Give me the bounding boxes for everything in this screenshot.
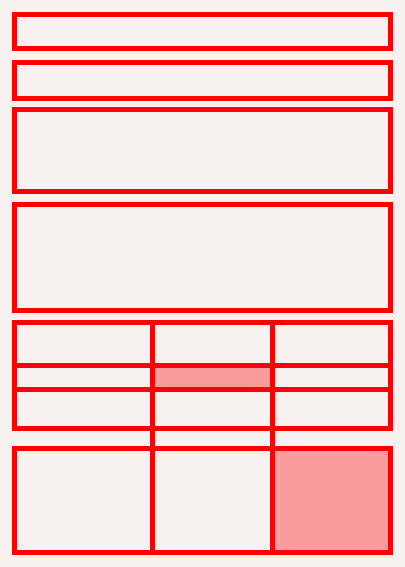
grid-column-divider-1-top [150,320,155,431]
panel-1 [12,12,393,51]
grid-column-divider-2-gap [270,431,275,447]
grid-top-block [12,320,393,431]
grid-column-divider-1-bottom [150,446,155,555]
grid-column-divider-1-gap [150,431,155,447]
panel-4 [12,202,393,313]
highlight-cell-middle [155,367,271,388]
grid-column-divider-2-top [270,320,275,431]
highlight-cell-bottom-right [275,451,388,550]
grid-column-divider-2-bottom [270,446,275,555]
panel-3 [12,107,393,194]
grid-row-divider-1 [12,363,393,368]
grid-row-divider-2 [12,387,393,392]
panel-2 [12,60,393,101]
